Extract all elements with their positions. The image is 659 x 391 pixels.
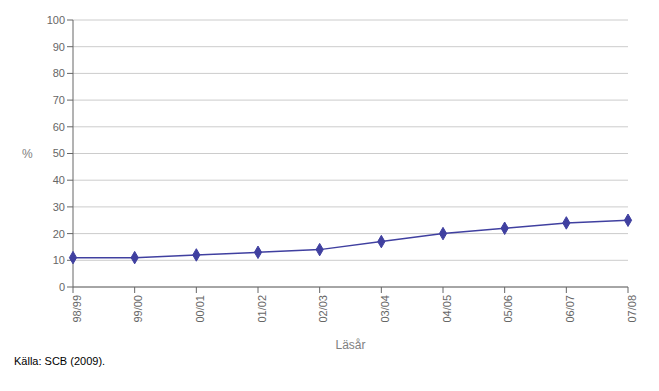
svg-text:80: 80 bbox=[53, 67, 65, 79]
svg-text:60: 60 bbox=[53, 121, 65, 133]
svg-text:98/99: 98/99 bbox=[71, 295, 83, 323]
svg-text:02/03: 02/03 bbox=[317, 295, 329, 323]
svg-text:10: 10 bbox=[53, 254, 65, 266]
svg-text:30: 30 bbox=[53, 201, 65, 213]
svg-text:05/06: 05/06 bbox=[502, 295, 514, 323]
svg-text:%: % bbox=[22, 147, 33, 161]
svg-text:90: 90 bbox=[53, 41, 65, 53]
svg-text:04/05: 04/05 bbox=[441, 295, 453, 323]
svg-text:50: 50 bbox=[53, 147, 65, 159]
svg-text:20: 20 bbox=[53, 228, 65, 240]
svg-text:00/01: 00/01 bbox=[194, 295, 206, 323]
svg-text:07/08: 07/08 bbox=[626, 295, 638, 323]
svg-text:01/02: 01/02 bbox=[256, 295, 268, 323]
svg-text:03/04: 03/04 bbox=[379, 295, 391, 323]
svg-text:100: 100 bbox=[47, 14, 65, 26]
svg-text:40: 40 bbox=[53, 174, 65, 186]
svg-text:06/07: 06/07 bbox=[564, 295, 576, 323]
svg-text:99/00: 99/00 bbox=[132, 295, 144, 323]
svg-text:70: 70 bbox=[53, 94, 65, 106]
svg-text:Läsår: Läsår bbox=[335, 338, 365, 352]
html-text:Källa: SCB (2009).: Källa: SCB (2009). bbox=[14, 355, 106, 367]
svg-text:0: 0 bbox=[59, 281, 65, 293]
